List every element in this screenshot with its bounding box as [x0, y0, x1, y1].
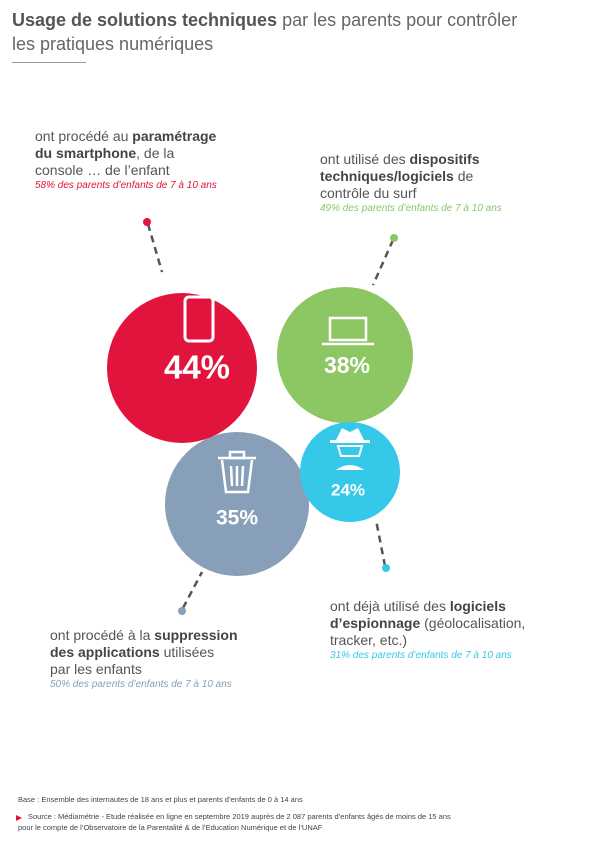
bubble-value: 38%: [324, 352, 370, 378]
text-bold: suppression: [154, 627, 238, 643]
title-bold: Usage de solutions techniques: [12, 10, 278, 30]
desc-green: ont utilisé des dispositifs techniques/l…: [320, 151, 502, 216]
text-bold: paramétrage: [132, 128, 217, 144]
text-bold: des applications: [50, 644, 160, 660]
text: , de la: [136, 145, 175, 161]
bullet: [16, 815, 22, 821]
note: 58% des parents d’enfants de 7 à 10 ans: [35, 180, 217, 191]
text-bold: dispositifs: [409, 151, 480, 167]
bubble-green: [277, 287, 413, 423]
note: 31% des parents d’enfants de 7 à 10 ans: [330, 650, 512, 661]
dot: [382, 564, 390, 572]
note: 50% des parents d’enfants de 7 à 10 ans: [50, 679, 232, 690]
text: (géolocalisation,: [420, 615, 526, 631]
dot: [143, 218, 151, 226]
spy-icon: [330, 428, 370, 470]
connector: [146, 223, 164, 273]
text: contrôle du surf: [320, 185, 417, 201]
text: tracker, etc.): [330, 632, 408, 648]
text: console … de l’enfant: [35, 162, 170, 178]
bubble-value: 44%: [164, 349, 230, 386]
note: 49% des parents d’enfants de 7 à 10 ans: [320, 203, 502, 214]
text: utilisées: [159, 644, 215, 660]
desc-gray: ont procédé à la suppression des applica…: [50, 627, 238, 692]
source-line: Source : Médiamétrie - Etude réalisée en…: [28, 812, 451, 821]
text-bold: d’espionnage: [330, 615, 421, 631]
text: ont procédé à la: [50, 627, 155, 643]
source-line: pour le compte de l’Observatoire de la P…: [18, 823, 323, 832]
bubbles: 44% 38% 35% 24%: [107, 218, 413, 615]
bubble-red: [107, 293, 257, 443]
phone-icon: [183, 295, 215, 343]
title-rule: [12, 62, 86, 63]
text-bold: techniques/logiciels: [320, 168, 454, 184]
connector: [371, 239, 395, 286]
connector: [181, 571, 204, 609]
text: de: [453, 168, 474, 184]
text: ont procédé au: [35, 128, 133, 144]
text: ont utilisé des: [320, 151, 410, 167]
bubble-cyan: [300, 422, 400, 522]
desc-red: ont procédé au paramétrage du smartphone…: [35, 128, 217, 193]
title-line2: les pratiques numériques: [12, 34, 214, 54]
text: ont déjà utilisé des: [330, 598, 450, 614]
bubble-value: 35%: [216, 507, 258, 530]
text-bold: logiciels: [449, 598, 506, 614]
dot: [390, 234, 398, 242]
dot: [178, 607, 186, 615]
connector: [374, 519, 387, 567]
title-rest: par les parents pour contrôler: [277, 10, 518, 30]
bubble-gray: [165, 432, 309, 576]
bin-icon: [218, 450, 256, 494]
base-note: Base : Ensemble des internautes de 18 an…: [18, 795, 303, 804]
text-bold: du smartphone: [35, 145, 137, 161]
title: Usage de solutions techniques par les pa…: [12, 8, 517, 56]
bubble-value: 24%: [331, 480, 365, 499]
connectors: [146, 223, 395, 609]
laptop-icon: [322, 316, 374, 346]
text: par les enfants: [50, 661, 142, 677]
desc-cyan: ont déjà utilisé des logiciels d’espionn…: [330, 598, 525, 663]
